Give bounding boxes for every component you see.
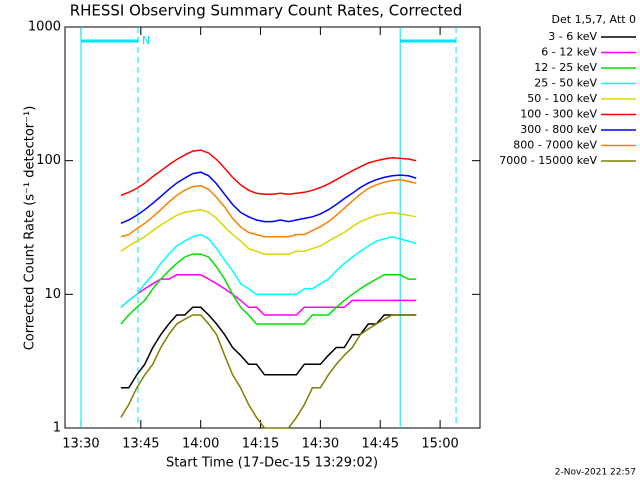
legend-label: 50 - 100 keV (527, 92, 597, 105)
series-line (120, 274, 417, 316)
x-tick-label: 14:45 (362, 437, 399, 452)
x-tick-label: 13:45 (122, 437, 159, 452)
x-tick-label: 15:00 (421, 437, 458, 452)
legend-title: Det 1,5,7, Att 0 (552, 13, 636, 26)
y-tick-label: 100 (36, 153, 61, 168)
legend-label: 12 - 25 keV (534, 61, 597, 74)
y-tick-label: 10 (44, 287, 61, 302)
chart-title: RHESSI Observing Summary Count Rates, Co… (70, 2, 463, 20)
series-line (120, 314, 417, 429)
footer: 2-Nov-2021 22:57 (555, 468, 636, 478)
y-tick-label: 1 (53, 421, 61, 436)
legend-label: 100 - 300 keV (520, 108, 597, 121)
legend-label: 3 - 6 keV (548, 30, 597, 43)
series-line (120, 171, 417, 224)
legend-label: 800 - 7000 keV (513, 139, 597, 152)
plot-frame (64, 26, 481, 429)
y-axis-label: Corrected Count Rate (s⁻¹ detector⁻¹) (23, 106, 38, 351)
legend-label: 7000 - 15000 keV (499, 154, 597, 167)
series-line (120, 233, 417, 308)
legend-label: 300 - 800 keV (520, 123, 597, 136)
y-tick-label: 1000 (28, 20, 61, 35)
legend-label: 25 - 50 keV (534, 77, 597, 90)
x-tick-label: 14:00 (182, 437, 219, 452)
legend-label: 6 - 12 keV (541, 46, 597, 59)
x-axis-label: Start Time (17-Dec-15 13:29:02) (166, 456, 378, 471)
series-line (120, 178, 417, 238)
x-tick-label: 14:15 (242, 437, 279, 452)
series-line (120, 208, 417, 255)
interval-label: N (142, 34, 150, 47)
series-line (120, 149, 417, 197)
x-tick-label: 13:30 (62, 437, 99, 452)
series-line (120, 306, 417, 389)
series-line (120, 253, 417, 325)
x-tick-label: 14:30 (302, 437, 339, 452)
